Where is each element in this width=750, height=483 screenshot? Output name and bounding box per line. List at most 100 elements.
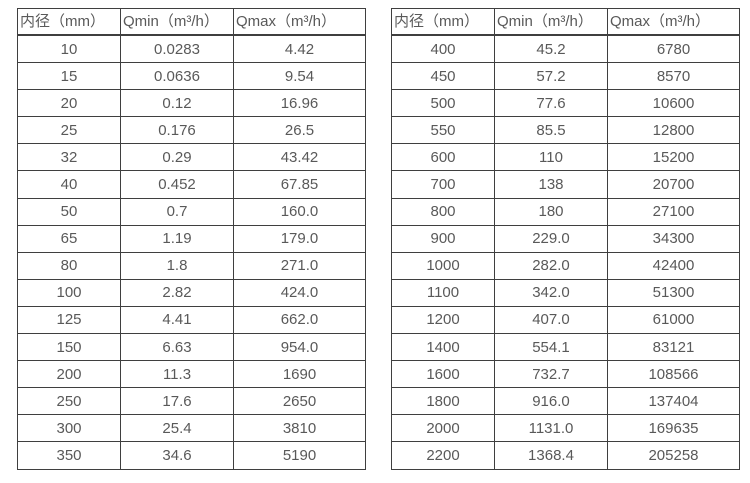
table-cell: 26.5 xyxy=(233,116,366,145)
table-cell: 1.8 xyxy=(120,251,234,280)
table-cell: 27100 xyxy=(607,197,740,226)
table-cell: 6.63 xyxy=(120,333,234,362)
table-cell: 20700 xyxy=(607,170,740,199)
table-cell: 1368.4 xyxy=(494,441,608,470)
table-row: 250 17.6 2650 xyxy=(17,387,366,416)
table-cell: 110 xyxy=(494,143,608,172)
table-cell: 1800 xyxy=(391,387,495,416)
table-cell: 662.0 xyxy=(233,305,366,335)
table-cell: 138 xyxy=(494,170,608,199)
header-inner-diameter: 内径（mm） xyxy=(17,8,121,36)
table-cell: 800 xyxy=(391,197,495,226)
table-row: 100 2.82 424.0 xyxy=(17,278,366,307)
table-cell: 6780 xyxy=(607,34,740,64)
table-row: 450 57.2 8570 xyxy=(391,62,740,91)
header-row: 内径（mm） Qmin（m³/h） Qmax（m³/h） xyxy=(17,8,366,36)
table-cell: 9.54 xyxy=(233,62,366,91)
table-cell: 17.6 xyxy=(120,387,234,416)
table-cell: 137404 xyxy=(607,387,740,416)
table-row: 15 0.0636 9.54 xyxy=(17,62,366,91)
table-cell: 205258 xyxy=(607,441,740,470)
table-cell: 5190 xyxy=(233,441,366,470)
table-cell: 43.42 xyxy=(233,143,366,172)
table-cell: 34300 xyxy=(607,224,740,253)
table-row: 1200 407.0 61000 xyxy=(391,305,740,335)
table-cell: 300 xyxy=(17,414,121,443)
table-cell: 0.12 xyxy=(120,89,234,118)
table-cell: 2200 xyxy=(391,441,495,470)
table-cell: 108566 xyxy=(607,360,740,389)
table-row: 1600 732.7 108566 xyxy=(391,360,740,389)
table-cell: 80 xyxy=(17,251,121,280)
header-qmin: Qmin（m³/h） xyxy=(494,8,608,36)
table-row: 1400 554.1 83121 xyxy=(391,333,740,362)
table-row: 2000 1131.0 169635 xyxy=(391,414,740,443)
table-row: 1000 282.0 42400 xyxy=(391,251,740,280)
table-cell: 600 xyxy=(391,143,495,172)
table-cell: 2000 xyxy=(391,414,495,443)
table-cell: 2650 xyxy=(233,387,366,416)
table-row: 700 138 20700 xyxy=(391,170,740,199)
table-cell: 10 xyxy=(17,34,121,64)
table-cell: 916.0 xyxy=(494,387,608,416)
table-cell: 271.0 xyxy=(233,251,366,280)
table-cell: 400 xyxy=(391,34,495,64)
table-cell: 25 xyxy=(17,116,121,145)
table-cell: 25.4 xyxy=(120,414,234,443)
table-row: 150 6.63 954.0 xyxy=(17,333,366,362)
table-row: 550 85.5 12800 xyxy=(391,116,740,145)
table-cell: 250 xyxy=(17,387,121,416)
table-cell: 83121 xyxy=(607,333,740,362)
table-cell: 350 xyxy=(17,441,121,470)
table-cell: 1000 xyxy=(391,251,495,280)
table-cell: 85.5 xyxy=(494,116,608,145)
table-cell: 450 xyxy=(391,62,495,91)
table-cell: 8570 xyxy=(607,62,740,91)
table-cell: 0.0636 xyxy=(120,62,234,91)
header-row: 内径（mm） Qmin（m³/h） Qmax（m³/h） xyxy=(391,8,740,36)
flow-table-small-diameters: 内径（mm） Qmin（m³/h） Qmax（m³/h） 10 0.0283 4.4… xyxy=(17,8,366,470)
table-cell: 0.176 xyxy=(120,116,234,145)
table-cell: 10600 xyxy=(607,89,740,118)
table-cell: 0.29 xyxy=(120,143,234,172)
table-cell: 282.0 xyxy=(494,251,608,280)
table-cell: 15 xyxy=(17,62,121,91)
table-cell: 61000 xyxy=(607,305,740,335)
table-row: 500 77.6 10600 xyxy=(391,89,740,118)
table-row: 300 25.4 3810 xyxy=(17,414,366,443)
table-cell: 200 xyxy=(17,360,121,389)
table-row: 25 0.176 26.5 xyxy=(17,116,366,145)
table-cell: 554.1 xyxy=(494,333,608,362)
table-row: 65 1.19 179.0 xyxy=(17,224,366,253)
table-cell: 700 xyxy=(391,170,495,199)
table-cell: 900 xyxy=(391,224,495,253)
table-cell: 1100 xyxy=(391,278,495,307)
table-header: 内径（mm） Qmin（m³/h） Qmax（m³/h） xyxy=(17,8,366,36)
table-cell: 77.6 xyxy=(494,89,608,118)
table-row: 1800 916.0 137404 xyxy=(391,387,740,416)
header-qmin: Qmin（m³/h） xyxy=(120,8,234,36)
table-cell: 0.0283 xyxy=(120,34,234,64)
table-cell: 229.0 xyxy=(494,224,608,253)
table-cell: 1690 xyxy=(233,360,366,389)
table-cell: 160.0 xyxy=(233,197,366,226)
header-qmax: Qmax（m³/h） xyxy=(607,8,740,36)
table-cell: 954.0 xyxy=(233,333,366,362)
table-cell: 12800 xyxy=(607,116,740,145)
table-cell: 0.7 xyxy=(120,197,234,226)
table-cell: 40 xyxy=(17,170,121,199)
table-cell: 1600 xyxy=(391,360,495,389)
table-cell: 4.42 xyxy=(233,34,366,64)
table-cell: 45.2 xyxy=(494,34,608,64)
table-row: 10 0.0283 4.42 xyxy=(17,34,366,64)
table-header: 内径（mm） Qmin（m³/h） Qmax（m³/h） xyxy=(391,8,740,36)
table-cell: 550 xyxy=(391,116,495,145)
table-row: 50 0.7 160.0 xyxy=(17,197,366,226)
table-cell: 179.0 xyxy=(233,224,366,253)
table-cell: 57.2 xyxy=(494,62,608,91)
table-cell: 3810 xyxy=(233,414,366,443)
table-row: 600 110 15200 xyxy=(391,143,740,172)
flow-table-large-diameters: 内径（mm） Qmin（m³/h） Qmax（m³/h） 400 45.2 6780… xyxy=(391,8,740,470)
table-cell: 180 xyxy=(494,197,608,226)
table-row: 125 4.41 662.0 xyxy=(17,305,366,335)
